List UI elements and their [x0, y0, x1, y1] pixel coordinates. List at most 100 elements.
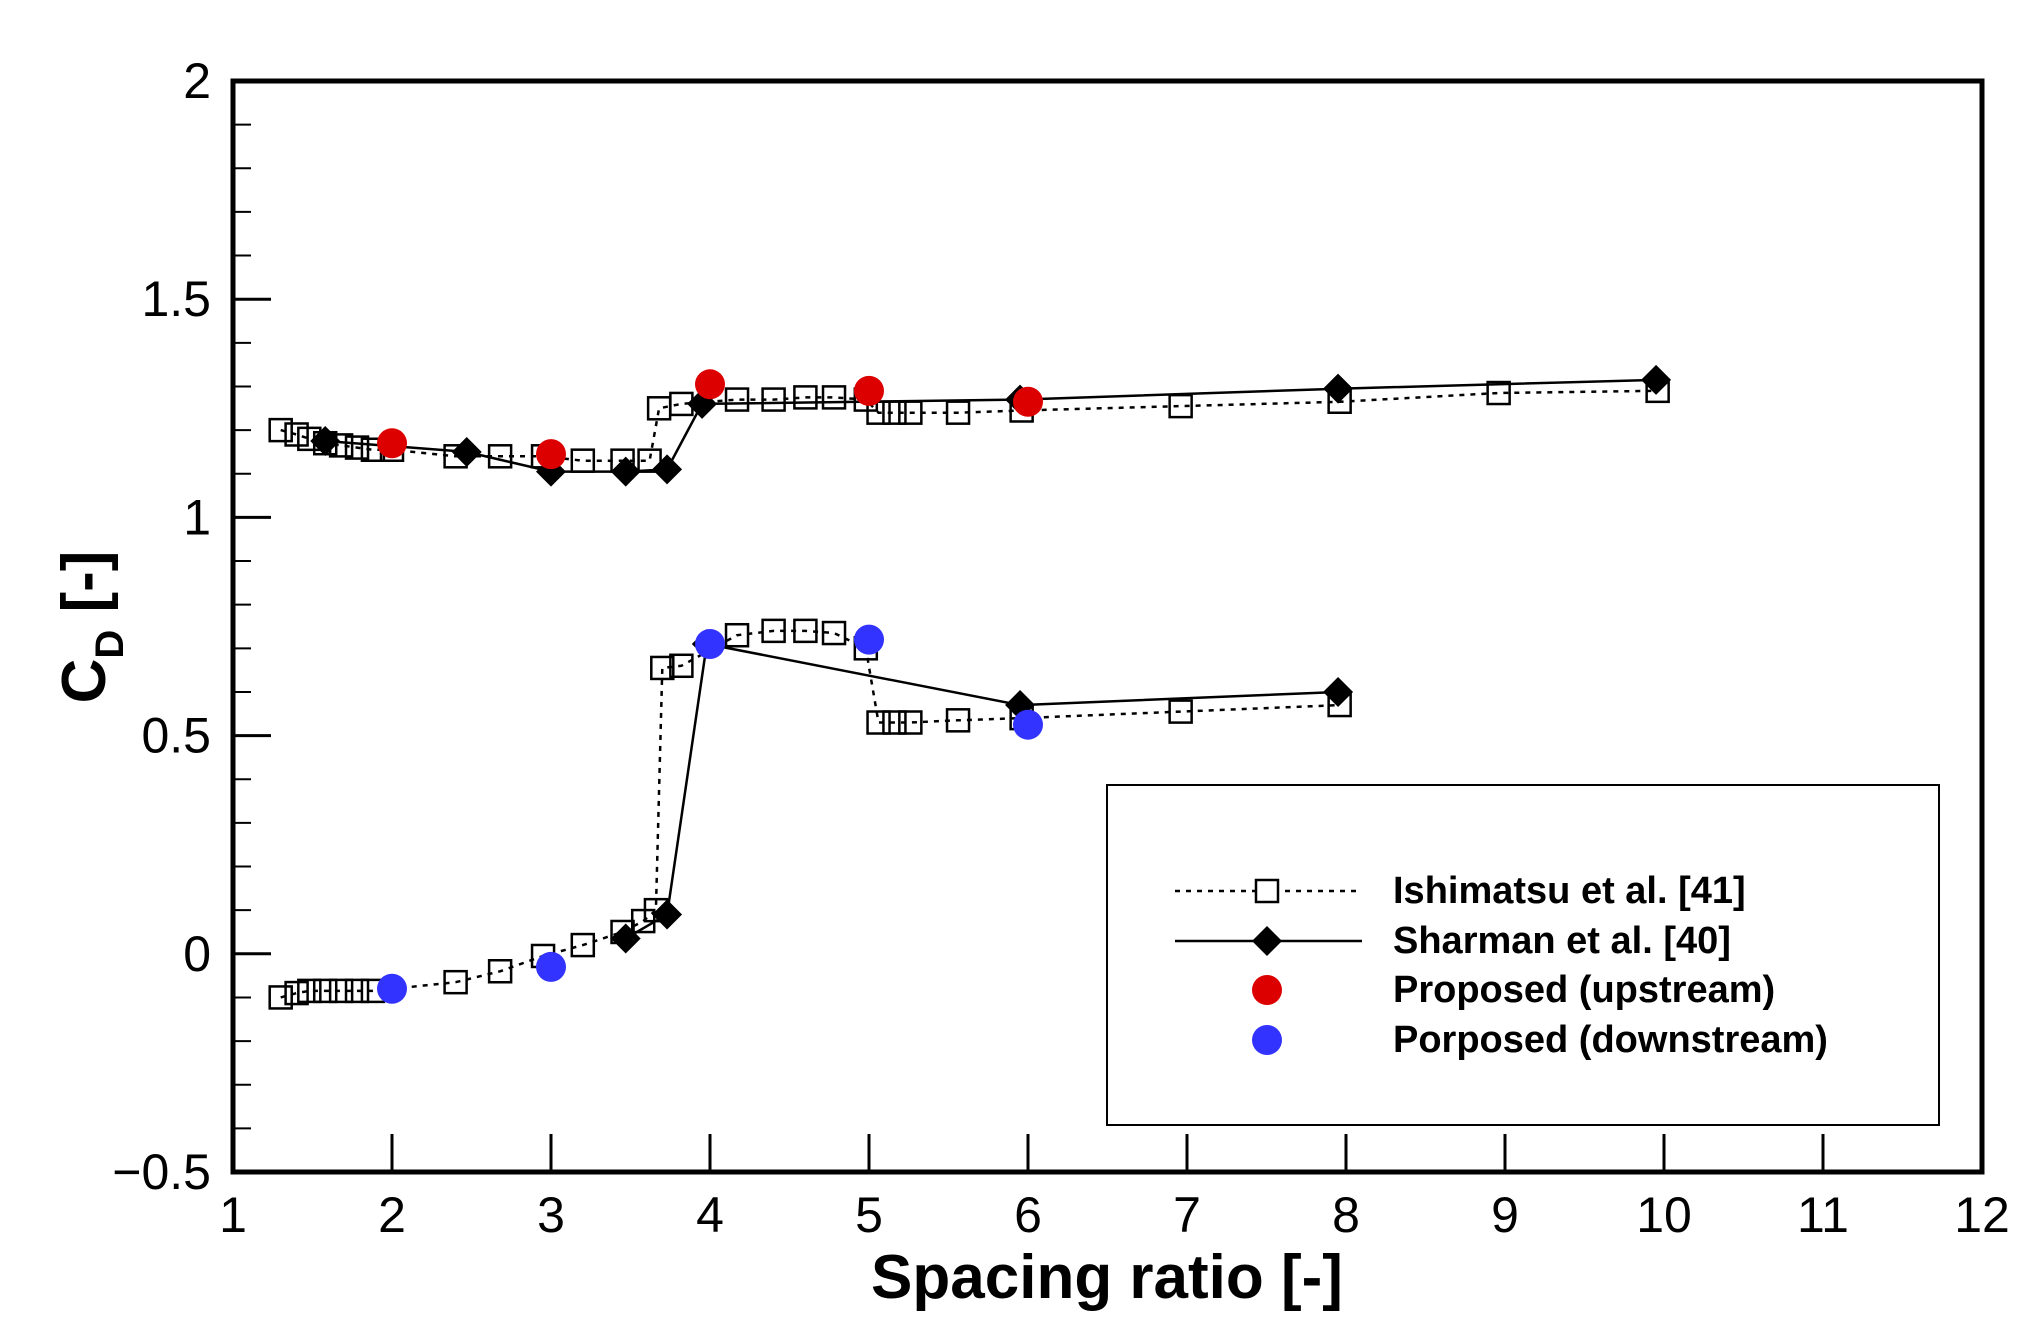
data-point-diamond [1641, 364, 1672, 395]
data-point-square [898, 400, 923, 425]
legend-label-upstream: Proposed (upstream) [1393, 969, 1775, 1011]
data-point-square [268, 417, 293, 443]
legend: Ishimatsu et al. [41] Sharman et al. [40… [1106, 784, 1940, 1126]
data-point-square [487, 959, 513, 984]
legend-box [1106, 784, 1940, 1126]
data-point-diamond [610, 456, 641, 487]
data-point-circle [377, 428, 407, 459]
data-point-square [328, 978, 354, 1004]
data-point-square [443, 969, 468, 995]
data-point-circle [854, 624, 884, 655]
data-point-square [637, 448, 662, 473]
data-point-square [945, 708, 971, 733]
data-point-square [945, 400, 971, 425]
series-line [325, 378, 1657, 473]
x-tick-labels: 1 2 3 4 5 6 7 8 9 10 11 12 [219, 1187, 2010, 1243]
data-point-diamond [451, 436, 482, 467]
data-point-square [1168, 699, 1193, 724]
x-tick-label: 4 [696, 1187, 724, 1243]
data-point-square [761, 387, 786, 412]
data-point-square [898, 710, 923, 735]
data-point-square [821, 385, 847, 410]
data-point-square [268, 985, 293, 1010]
legend-open-square-marker [1254, 878, 1280, 904]
data-point-square [669, 653, 694, 679]
y-axis-title: CD [-] [50, 551, 132, 704]
x-tick-label: 7 [1173, 1187, 1201, 1243]
data-point-square [284, 980, 309, 1006]
data-point-diamond [1005, 690, 1036, 721]
legend-label-sharman: Sharman et al. [40] [1393, 920, 1731, 962]
y-axis-title-sub: D [88, 630, 132, 659]
data-point-square [882, 400, 907, 425]
data-point-square [312, 978, 338, 1004]
y-axis-title-suffix: [-] [50, 551, 119, 630]
series-line [280, 629, 1340, 999]
data-point-square [650, 655, 675, 681]
data-point-square [646, 396, 672, 421]
legend-blue-circle-marker [1252, 1025, 1282, 1055]
data-point-diamond [310, 426, 341, 457]
legend-label-downstream: Porposed (downstream) [1393, 1019, 1828, 1061]
legend-label-ishimatsu: Ishimatsu et al. [41] [1393, 870, 1746, 912]
data-point-circle [854, 375, 884, 406]
x-tick-label: 12 [1954, 1187, 2010, 1243]
x-tick-label: 10 [1636, 1187, 1692, 1243]
data-point-square [487, 444, 513, 469]
data-point-square [761, 618, 786, 644]
data-point-square [1168, 393, 1193, 419]
x-tick-label: 5 [855, 1187, 883, 1243]
legend-diamond-marker [1252, 926, 1282, 956]
y-tick-label: 1.5 [141, 271, 211, 327]
legend-red-circle-marker [1252, 975, 1282, 1005]
data-point-circle [1013, 709, 1043, 740]
data-point-circle [536, 439, 566, 470]
data-point-diamond [652, 899, 683, 930]
data-point-square [793, 385, 818, 410]
data-point-square [724, 622, 750, 648]
data-point-diamond [610, 923, 641, 954]
x-axis-title: Spacing ratio [-] [871, 1243, 1343, 1312]
x-tick-label: 3 [537, 1187, 565, 1243]
data-point-square [570, 932, 596, 958]
data-point-circle [695, 369, 725, 400]
data-point-square [882, 710, 907, 735]
series-layer [268, 364, 1672, 1010]
legend-entry-ishimatsu: Ishimatsu et al. [41] [1175, 870, 1746, 912]
x-tick-label: 8 [1332, 1187, 1360, 1243]
y-tick-label: −0.5 [112, 1144, 211, 1200]
x-tick-label: 2 [378, 1187, 406, 1243]
data-point-circle [1013, 386, 1043, 417]
y-tick-label: 1 [183, 489, 211, 545]
y-axis-title-main: C [50, 659, 119, 704]
x-tick-label: 1 [219, 1187, 247, 1243]
legend-entry-downstream: Porposed (downstream) [1252, 1019, 1828, 1061]
x-tick-label: 11 [1797, 1187, 1849, 1243]
data-point-diamond [1323, 676, 1354, 707]
data-point-square [1486, 380, 1511, 406]
data-point-circle [536, 951, 566, 982]
data-point-square [724, 387, 750, 412]
legend-entry-upstream: Proposed (upstream) [1252, 969, 1775, 1011]
data-point-diamond [652, 454, 683, 485]
data-point-square [821, 620, 847, 646]
data-point-diamond [1323, 373, 1354, 404]
y-tick-label: 2 [183, 53, 211, 109]
data-point-square [344, 435, 370, 460]
plot-frame [230, 78, 1985, 1175]
y-tick-label: 0.5 [141, 708, 211, 764]
data-point-square [284, 422, 309, 447]
x-tick-label: 9 [1491, 1187, 1519, 1243]
y-tick-label: 0 [183, 926, 211, 982]
data-point-square [570, 448, 596, 473]
minor-ticks [233, 123, 251, 1130]
legend-entry-sharman: Sharman et al. [40] [1175, 920, 1731, 962]
data-point-square [793, 618, 818, 644]
data-point-circle [695, 628, 725, 659]
data-point-square [344, 978, 370, 1004]
svg-text:CD [-]: CD [-] [50, 551, 132, 704]
data-point-circle [377, 973, 407, 1004]
major-ticks [233, 297, 1825, 1172]
y-tick-labels: −0.5 0 0.5 1 1.5 2 [112, 53, 211, 1200]
